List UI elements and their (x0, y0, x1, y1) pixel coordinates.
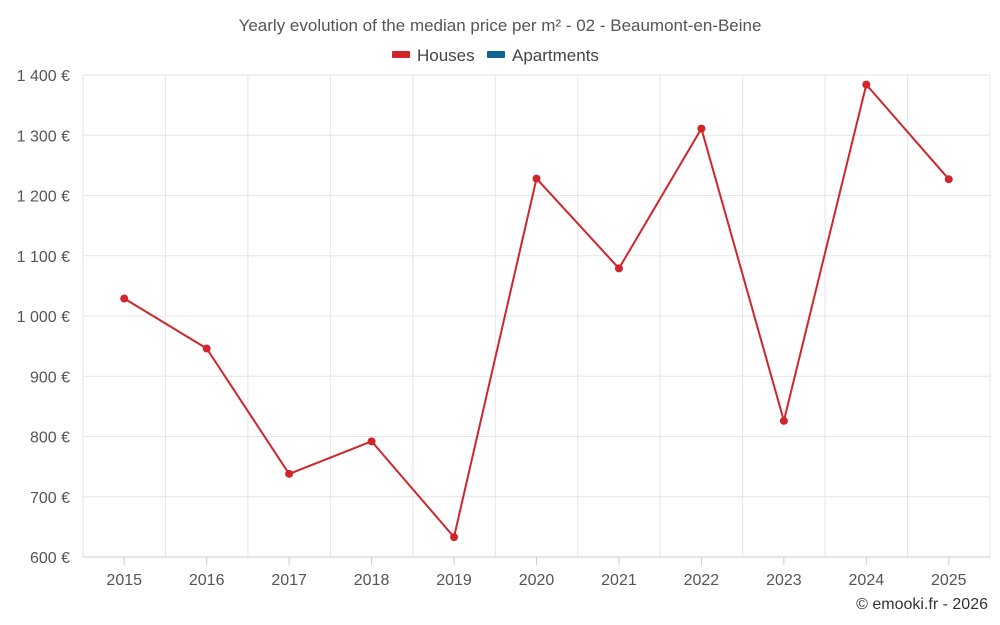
data-point (202, 344, 211, 353)
chart-title: Yearly evolution of the median price per… (239, 16, 762, 35)
data-point (944, 175, 953, 184)
x-tick-label: 2021 (601, 572, 637, 589)
series-group (120, 80, 953, 542)
x-tick-label: 2023 (766, 572, 802, 589)
x-axis: 2015 2016 2017 2018 2019 2020 2021 2022 2023 2024… (83, 556, 990, 589)
legend: Houses Apartments (392, 46, 599, 65)
data-point (120, 294, 129, 303)
legend-label: Houses (417, 46, 475, 65)
x-tick-label: 2017 (271, 572, 307, 589)
y-tick-label: 700 € (30, 490, 70, 507)
y-tick-label: 1 100 € (17, 249, 70, 266)
x-tick-label: 2022 (684, 572, 720, 589)
y-tick-label: 600 € (30, 550, 70, 567)
data-point (862, 80, 871, 89)
data-point (285, 469, 294, 478)
legend-swatch (487, 51, 505, 58)
y-axis: 600 € 700 € 800 € 900 € 1 000 € 1 100 € 1 200 … (17, 68, 70, 567)
x-tick-label: 2025 (931, 572, 967, 589)
y-tick-label: 800 € (30, 430, 70, 447)
y-tick-label: 1 200 € (17, 189, 70, 206)
x-tick-label: 2020 (519, 572, 555, 589)
x-tick-label: 2016 (189, 572, 225, 589)
x-tick-label: 2015 (106, 572, 142, 589)
x-tick-label: 2019 (436, 572, 472, 589)
legend-swatch (392, 51, 410, 58)
y-grid (83, 74, 990, 558)
y-tick-label: 900 € (30, 369, 70, 386)
y-tick-label: 1 000 € (17, 309, 70, 326)
x-grid (82, 75, 991, 557)
y-tick-label: 1 400 € (17, 68, 70, 85)
x-tick-label: 2018 (354, 572, 390, 589)
data-point (532, 174, 541, 183)
data-point (367, 437, 376, 446)
data-point (697, 124, 706, 133)
data-point (614, 264, 623, 273)
credit-text: © emooki.fr - 2026 (856, 596, 988, 613)
data-point (450, 533, 459, 542)
data-point (779, 416, 788, 425)
y-tick-label: 1 300 € (17, 128, 70, 145)
legend-label: Apartments (512, 46, 599, 65)
x-tick-label: 2024 (849, 572, 885, 589)
